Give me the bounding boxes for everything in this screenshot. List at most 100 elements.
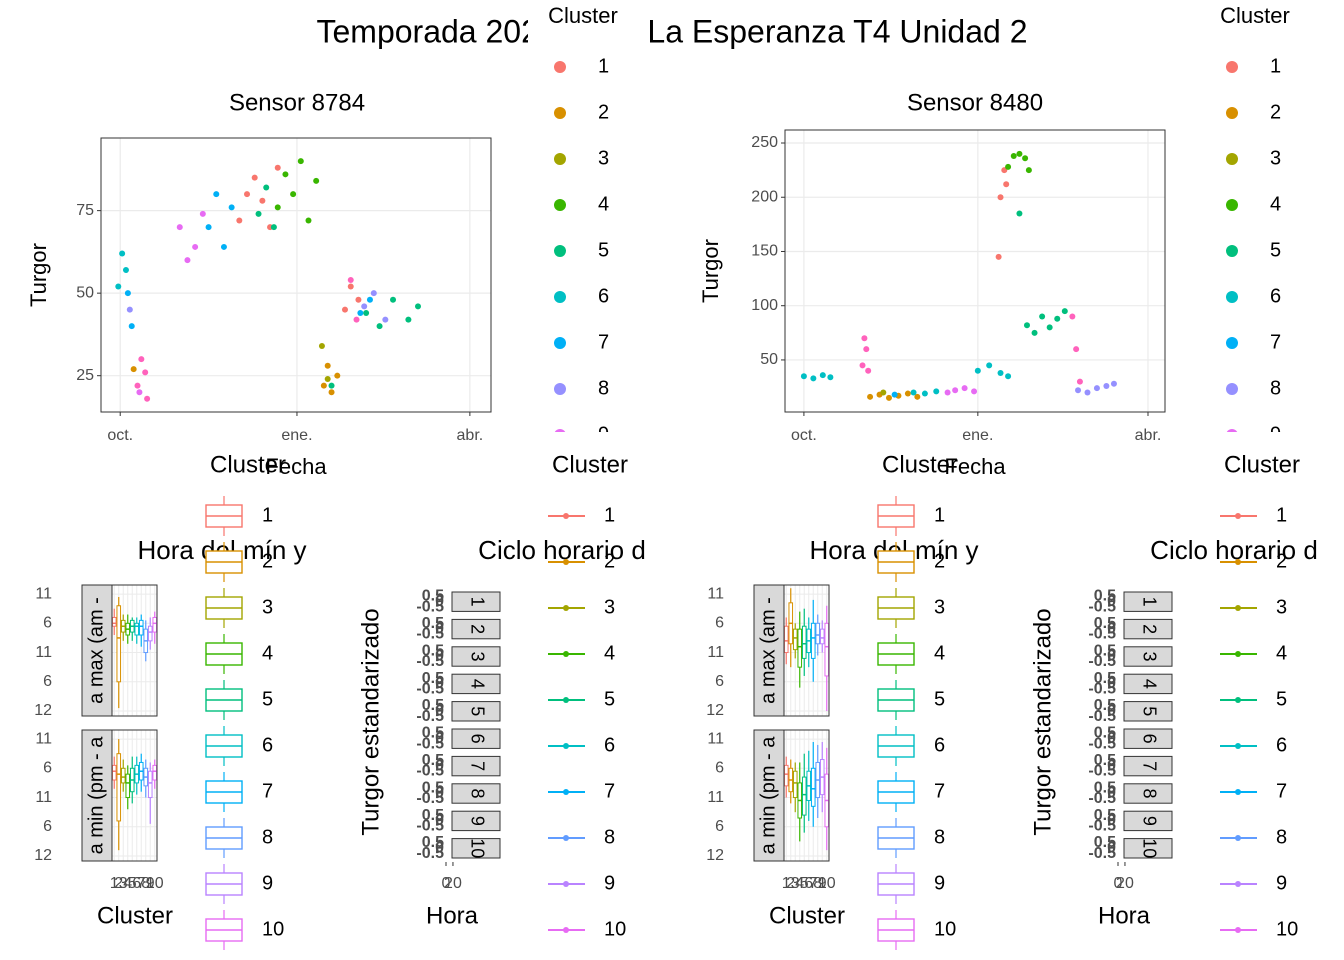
point: [986, 362, 993, 369]
legend-key-point: [1235, 513, 1241, 519]
box-body: [116, 753, 122, 822]
facet-strip: [1123, 591, 1173, 612]
y-axis-label: Turgor: [698, 239, 723, 303]
facet-strip: [451, 810, 501, 832]
y-tick-label: 75: [76, 202, 94, 219]
legend-key: [554, 153, 566, 165]
point: [800, 373, 807, 380]
y-tick-label: 6: [715, 615, 724, 632]
y-tick-label: -0.5: [1088, 735, 1116, 752]
y-tick-label: 0: [435, 757, 444, 774]
x-tick-label: 1: [110, 875, 119, 892]
chart-title: Sensor 8784: [229, 89, 365, 116]
y-tick-label: -0.5: [416, 845, 444, 862]
y-tick-label: 0.5: [1094, 642, 1116, 659]
x-tick-label: 7: [137, 875, 146, 892]
legend-key-point: [1235, 881, 1241, 887]
y-tick-label: 0: [435, 812, 444, 829]
x-axis-label: Fecha: [944, 454, 1006, 479]
y-tick-label: -0.5: [1088, 708, 1116, 725]
point: [138, 356, 145, 363]
facet-strip-label: a min (pm - a: [757, 736, 779, 855]
x-axis-label: Hora: [426, 902, 479, 929]
point: [1110, 380, 1117, 387]
y-tick-label: 0: [435, 730, 444, 747]
box-body: [111, 764, 117, 781]
point: [259, 197, 266, 204]
point: [1005, 373, 1012, 380]
legend-key-point: [563, 697, 569, 703]
legend-label: 8: [262, 826, 273, 848]
legend-label: 3: [1270, 147, 1281, 169]
legend-key: [554, 61, 566, 73]
facet-strip-label: 4: [1139, 679, 1159, 689]
facet-strip-label: 2: [467, 624, 487, 634]
figure-title: Temporada 2022-2023 La Esperanza T4 Unid…: [316, 13, 1027, 49]
legend-label: 2: [598, 101, 609, 123]
legend-label: 4: [934, 642, 945, 664]
legend-label: 2: [934, 550, 945, 572]
x-axis-label: Hora: [1098, 902, 1151, 929]
legend-key: [1226, 337, 1238, 349]
box-body: [801, 776, 807, 816]
y-tick-label: 0.5: [1094, 834, 1116, 851]
legend-label: 1: [604, 504, 615, 526]
box-body: [138, 619, 144, 636]
legend-key: [554, 199, 566, 211]
legend-label: 3: [604, 596, 615, 618]
point: [405, 316, 412, 323]
point: [390, 296, 397, 303]
point: [341, 306, 348, 313]
point: [290, 191, 297, 198]
y-tick-label: 0: [1107, 703, 1116, 720]
x-axis-label: Fecha: [265, 454, 327, 479]
y-axis-label: Turgor estandarizado: [357, 608, 384, 835]
y-axis-label: Turgor: [26, 243, 51, 307]
y-tick-label: 0.5: [422, 697, 444, 714]
legend-key: [1226, 153, 1238, 165]
facet-strip: [1123, 701, 1173, 722]
box-body: [111, 616, 117, 627]
legend-key: [554, 107, 566, 119]
legend-label: 5: [262, 688, 273, 710]
y-tick-label: 0: [435, 703, 444, 720]
point: [122, 267, 129, 274]
point: [1031, 329, 1038, 336]
y-tick-label: 0.5: [1094, 588, 1116, 605]
y-tick-label: 11: [35, 730, 52, 747]
legend-label: 10: [1276, 918, 1298, 940]
point: [1025, 167, 1032, 174]
legend-title: Cluster: [552, 451, 628, 478]
point: [128, 323, 135, 330]
x-tick-label: 9: [818, 875, 827, 892]
legend-label: 8: [604, 826, 615, 848]
legend-label: 8: [934, 826, 945, 848]
legend-label: 4: [598, 193, 609, 215]
x-tick-label: 8: [141, 875, 150, 892]
legend-key-point: [1235, 835, 1241, 841]
x-tick-label: 6: [804, 875, 813, 892]
panel: [785, 130, 1165, 412]
x-tick-label: 5: [128, 875, 137, 892]
point: [205, 224, 212, 231]
facet-strip-label: a max (am -: [757, 597, 779, 704]
legend-key-point: [563, 605, 569, 611]
point: [192, 243, 199, 250]
facet-strip: [1123, 673, 1173, 695]
legend-key-point: [563, 881, 569, 887]
legend-label: 2: [1276, 550, 1287, 572]
y-tick-label: 0.5: [1094, 697, 1116, 714]
point: [1069, 313, 1076, 320]
y-tick-label: 0: [1107, 840, 1116, 857]
facet-strip: [753, 729, 785, 862]
legend-key-point: [563, 789, 569, 795]
point: [1016, 210, 1023, 217]
point: [885, 394, 892, 401]
facet-strip: [1123, 810, 1173, 832]
y-tick-label: 0: [1107, 648, 1116, 665]
legend-label: 7: [598, 331, 609, 353]
legend-title: Cluster: [1220, 3, 1290, 28]
point: [142, 369, 149, 376]
point: [1076, 378, 1083, 385]
legend-label: 9: [1276, 872, 1287, 894]
